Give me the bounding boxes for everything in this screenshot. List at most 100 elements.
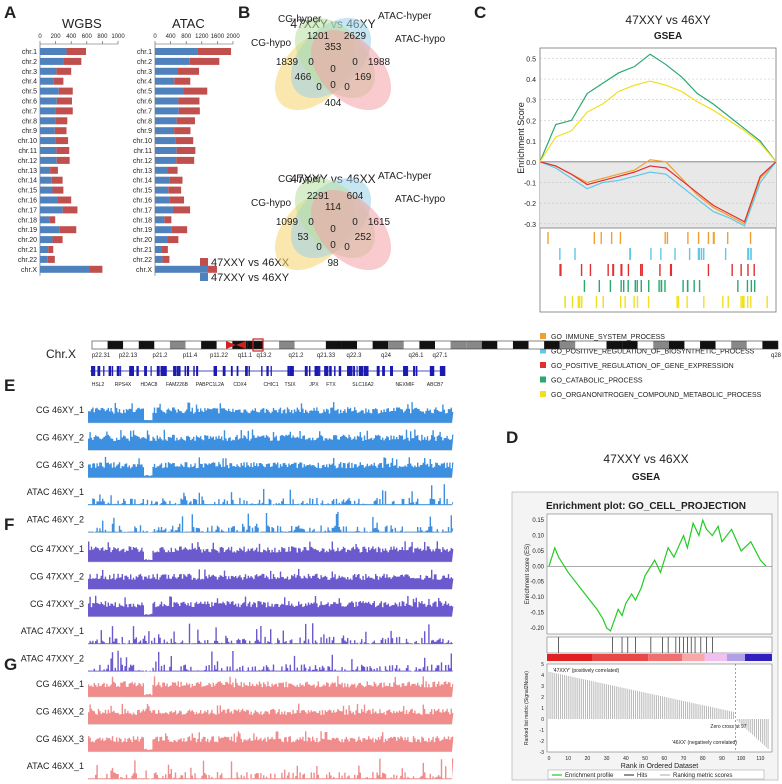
bar-46xx	[63, 57, 82, 65]
category-label: chr.22	[18, 257, 37, 264]
ideogram-band	[138, 341, 155, 349]
ideogram-band	[684, 341, 701, 349]
venn-count: 404	[325, 98, 342, 109]
d-subtitle: GSEA	[632, 472, 660, 483]
bar-46xx	[174, 127, 191, 135]
category-label: chr.18	[18, 217, 37, 224]
venn-count: 0	[308, 57, 314, 68]
bar-46xy	[40, 107, 56, 115]
ideogram-outline	[91, 340, 779, 350]
metric-frame	[546, 663, 773, 753]
category-label: chr.15	[18, 188, 37, 195]
bar-46xx	[47, 255, 55, 263]
ideogram-band	[559, 341, 576, 349]
gene-label: ABCB7	[427, 382, 444, 388]
venn-set-3	[310, 189, 392, 271]
exon	[97, 366, 101, 376]
gsea-c-legend: GO_IMMUNE_SYSTEM_PROCESS GO_POSITIVE_REGU…	[540, 333, 762, 399]
metric-tick-label: 0	[541, 717, 544, 723]
bar-46xy	[155, 255, 163, 263]
venn-count: 0	[330, 240, 336, 251]
bar-46xx	[176, 117, 195, 125]
rank-color-segment	[682, 654, 705, 661]
band-label: q27.1	[432, 353, 448, 359]
axis-tick-label: 800	[181, 34, 192, 40]
category-label: chr.6	[22, 99, 37, 106]
venn-count: 353	[325, 42, 342, 53]
gene-annotation-track: HSL2 RPS4X HDAC8 FAM226B PABPC1L2A CDX4 CHIC1 T…	[90, 366, 446, 388]
bar-46xx	[57, 196, 72, 204]
ideogram-band	[263, 341, 280, 349]
tracks-e: CG 46XY_1 CG 46XY_2 CG 46XY_3 ATAC 46XY_1 AT…	[27, 402, 454, 533]
ideogram-band	[606, 341, 623, 349]
ideogram-band	[746, 341, 763, 349]
exon	[103, 366, 105, 376]
bar-46xx	[175, 137, 194, 145]
venn-label-cg-hypo: CG-hypo	[251, 198, 291, 209]
bar-46xx	[169, 196, 185, 204]
bar-46xy	[155, 48, 198, 55]
ideogram-band	[528, 341, 545, 349]
legend-label: GO_ORGANONITROGEN_COMPOUND_METABOLIC_PRO…	[551, 392, 762, 399]
exon	[431, 366, 435, 376]
ideogram-band	[481, 341, 498, 349]
ideogram-band	[419, 341, 435, 349]
metric-tick-label: 2	[541, 695, 544, 701]
track-label: ATAC 47XXY_2	[21, 654, 84, 664]
exon	[222, 366, 226, 376]
bar-legend: 47XXY vs 46XX 47XXY vs 46XY	[200, 257, 290, 284]
exon	[289, 366, 292, 376]
bar-46xx	[48, 246, 54, 253]
positive-label: '47XXY' (positively correlated)	[553, 668, 620, 674]
venn-label-cg-hypo: CG-hypo	[251, 38, 291, 49]
bar-46xy	[155, 97, 179, 105]
bar-46xx	[183, 87, 208, 95]
track-label: ATAC 47XXY_1	[21, 626, 84, 636]
venn-count: 98	[327, 258, 339, 269]
bar-46xy	[155, 67, 179, 75]
metric-tick-label: -1	[540, 728, 545, 734]
hits-frame	[546, 636, 773, 654]
venn-count: 1839	[276, 57, 299, 68]
tracks-f: CG 47XXY_1 CG 47XXY_2 CG 47XXY_3 ATAC 47XXY…	[21, 541, 454, 672]
bar-46xy	[40, 206, 63, 214]
exon	[108, 366, 112, 376]
category-label: chr.8	[22, 118, 37, 125]
gene-label: HSL2	[92, 382, 105, 388]
ideogram-band	[185, 341, 202, 349]
bar-46xx	[56, 147, 70, 154]
ideogram-band	[107, 341, 124, 349]
x-tick-label: 30	[604, 756, 610, 762]
category-label: chr.2	[137, 59, 152, 66]
category-label: chr.12	[18, 158, 37, 165]
legend-swatch	[540, 347, 546, 354]
centromere	[236, 341, 246, 349]
bar-46xx	[62, 206, 78, 214]
venn-count: 604	[347, 191, 364, 202]
x-tick-label: 40	[623, 756, 629, 762]
signal-track	[88, 484, 454, 506]
bar-46xy	[40, 48, 67, 55]
exon	[404, 366, 407, 376]
es-line-4	[539, 80, 777, 163]
exon	[390, 366, 394, 376]
negative-label: '46XX' (negatively correlated)	[672, 740, 737, 746]
y-tick-label: 0.0	[526, 160, 536, 167]
axis-tick-label: 400	[166, 34, 177, 40]
venn-count: 0	[352, 57, 358, 68]
gene-label: SLC16A2	[352, 382, 374, 388]
exon	[442, 366, 444, 376]
signal-track	[88, 731, 454, 752]
y-tick-label: -0.10	[530, 595, 544, 601]
exon	[353, 366, 356, 376]
exon	[348, 366, 352, 376]
y-tick-label: -0.15	[530, 610, 544, 616]
signal-track	[88, 568, 454, 590]
y-tick-label: -0.05	[530, 580, 544, 586]
category-label: chr.5	[137, 89, 152, 96]
band-label: q11.1	[238, 353, 253, 359]
exon	[363, 366, 367, 376]
bar-46xx	[49, 216, 56, 224]
venn-count: 1099	[276, 217, 299, 228]
